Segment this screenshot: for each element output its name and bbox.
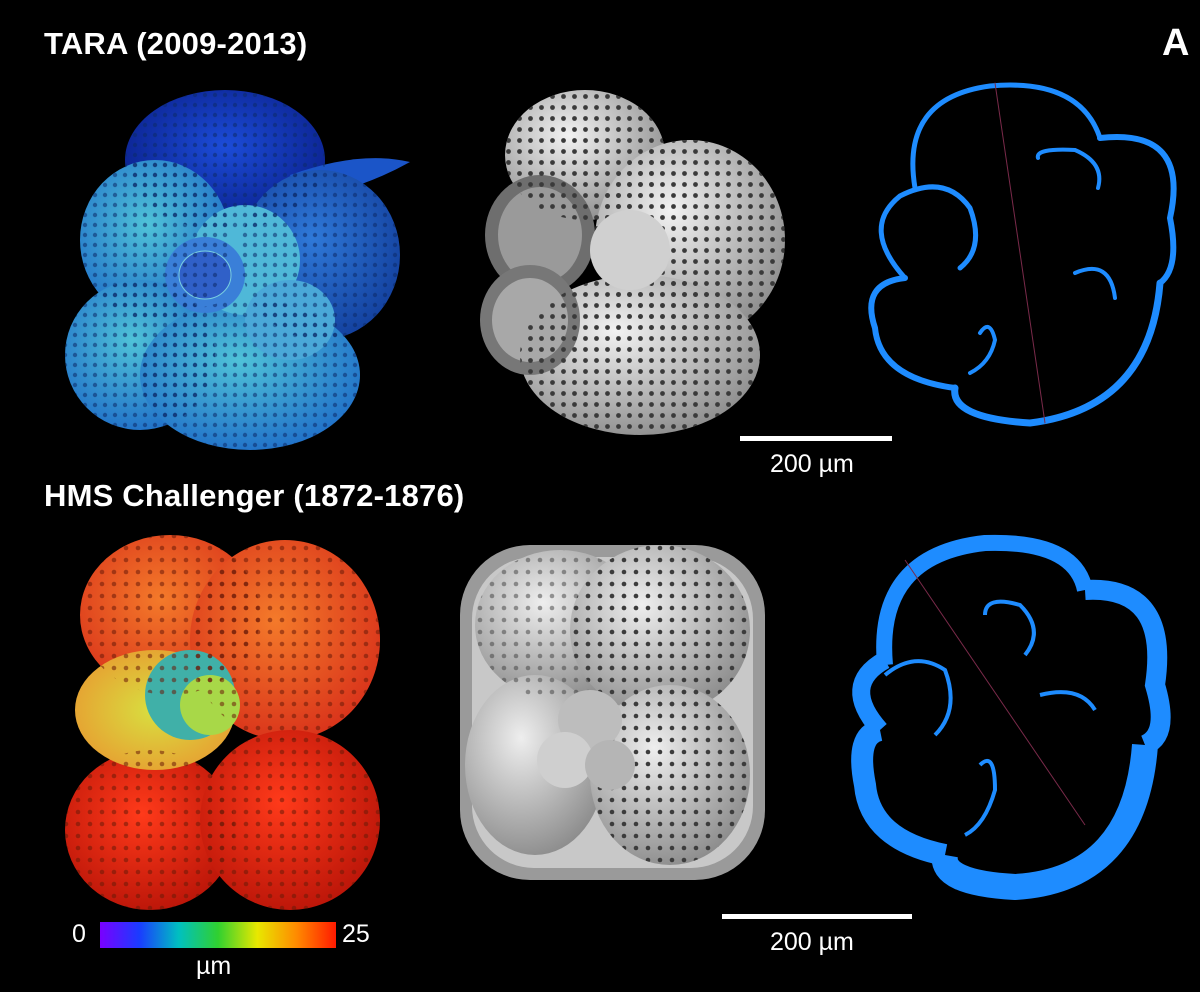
colorbar — [100, 922, 336, 948]
scale-bar-bottom — [722, 914, 912, 919]
scale-label-top: 200 µm — [770, 450, 854, 478]
challenger-thickness-map — [65, 535, 380, 910]
colorbar-unit-label: µm — [196, 952, 232, 980]
row-title-challenger: HMS Challenger (1872-1876) — [44, 478, 465, 513]
tara-thickness-map — [65, 90, 410, 450]
colorbar-max-label: 25 — [342, 920, 370, 948]
panel-letter: A — [1162, 22, 1190, 64]
tara-sem-render — [480, 90, 785, 435]
scale-label-bottom: 200 µm — [770, 928, 854, 956]
row-title-tara: TARA (2009-2013) — [44, 26, 308, 61]
colorbar-min-label: 0 — [72, 920, 86, 948]
challenger-cross-section — [851, 534, 1171, 901]
tara-cross-section — [868, 82, 1177, 427]
scale-bar-top — [740, 436, 892, 441]
challenger-sem-render — [460, 545, 765, 880]
